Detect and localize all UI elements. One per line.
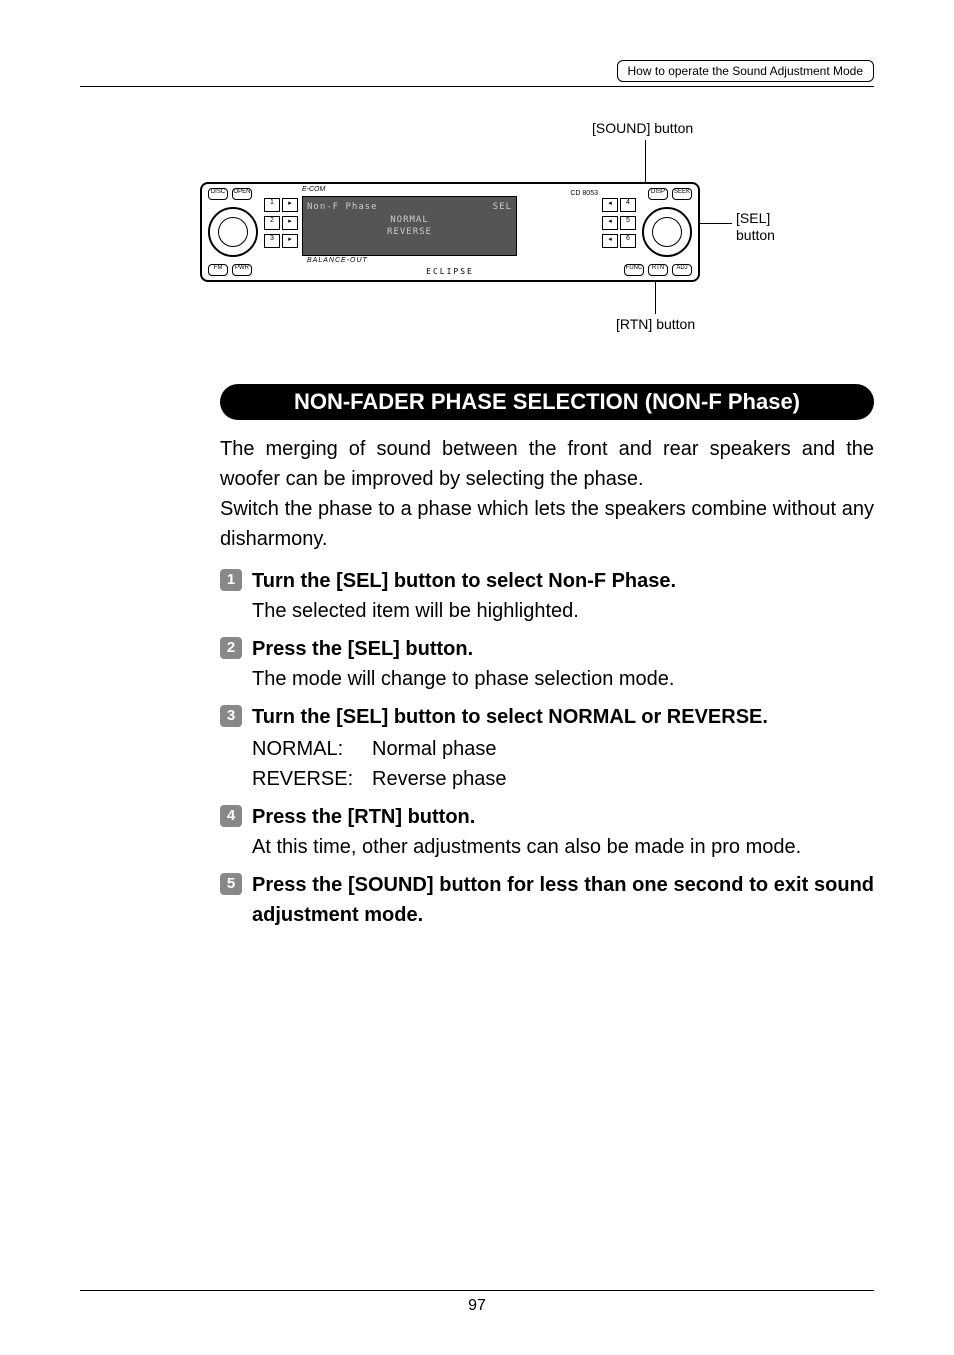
step-2-plain: The mode will change to phase selection …: [252, 668, 674, 690]
step-1: 1 Turn the [SEL] button to select Non-F …: [220, 566, 874, 626]
section-title: NON-FADER PHASE SELECTION (NON-F Phase): [220, 384, 874, 420]
footer-rule: [80, 1290, 874, 1291]
screen-line1-left: Non-F Phase: [307, 201, 378, 214]
step-1-plain: The selected item will be highlighted.: [252, 600, 579, 622]
volume-dial: [208, 207, 258, 257]
header-box: How to operate the Sound Adjustment Mode: [617, 60, 874, 82]
rtn-button-label: [RTN] button: [616, 316, 695, 332]
intro-paragraph: The merging of sound between the front a…: [220, 434, 874, 554]
step-number-icon: 2: [220, 637, 242, 659]
preset-buttons-right: ◂4 ◂5 ◂6: [602, 198, 636, 252]
step-5-bold: Press the [SOUND] button for less than o…: [252, 874, 874, 926]
sound-leader-line: [645, 140, 646, 185]
page-content: [SOUND] button DISC OPEN DISP SEEK FM PW…: [0, 0, 954, 978]
step-1-bold: Turn the [SEL] button to select Non-F Ph…: [252, 570, 676, 592]
header-rule: [80, 86, 874, 87]
reverse-key: REVERSE:: [252, 764, 372, 794]
step-number-icon: 3: [220, 705, 242, 727]
sel-dial: [642, 207, 692, 257]
rtn-leader-line: [655, 282, 656, 314]
step-4-bold: Press the [RTN] button.: [252, 806, 475, 828]
screen-line2: NORMAL: [307, 214, 512, 227]
sel-leader-line: [700, 223, 732, 224]
step-3: 3 Turn the [SEL] button to select NORMAL…: [220, 702, 874, 794]
ecom-label: E-COM: [302, 186, 325, 193]
sel-button-label: [SEL] button: [736, 210, 775, 244]
adj-button: ADJ: [672, 264, 692, 276]
step-number-icon: 5: [220, 873, 242, 895]
reverse-val: Reverse phase: [372, 764, 507, 794]
seek-button: SEEK: [672, 188, 692, 200]
normal-val: Normal phase: [372, 734, 497, 764]
normal-key: NORMAL:: [252, 734, 372, 764]
device-faceplate: DISC OPEN DISP SEEK FM PWR FUNC RTN ADJ …: [200, 182, 700, 282]
eclipse-logo: ECLIPSE: [426, 267, 474, 276]
disp-button: DISP: [648, 188, 668, 200]
page-number: 97: [0, 1297, 954, 1315]
step-number-icon: 4: [220, 805, 242, 827]
step-3-bold: Turn the [SEL] button to select NORMAL o…: [252, 706, 768, 728]
fm-button: FM: [208, 264, 228, 276]
device-screen: Non-F Phase SEL NORMAL REVERSE: [302, 196, 517, 256]
screen-line1-right: SEL: [493, 201, 512, 214]
balance-out-label: BALANCE-OUT: [307, 257, 368, 264]
sound-button-label: [SOUND] button: [592, 120, 693, 136]
step-4-plain: At this time, other adjustments can also…: [252, 836, 801, 858]
rtn-button: RTN: [648, 264, 668, 276]
step-number-icon: 1: [220, 569, 242, 591]
preset-buttons-left: 1▸ 2▸ 3▸: [264, 198, 298, 252]
func-button: FUNC: [624, 264, 644, 276]
pwr-button: PWR: [232, 264, 252, 276]
model-label: CD 8053: [570, 190, 598, 197]
device-diagram: [SOUND] button DISC OPEN DISP SEEK FM PW…: [200, 120, 874, 350]
step-5: 5 Press the [SOUND] button for less than…: [220, 870, 874, 930]
step-2: 2 Press the [SEL] button. The mode will …: [220, 634, 874, 694]
step-2-bold: Press the [SEL] button.: [252, 638, 473, 660]
step-4: 4 Press the [RTN] button. At this time, …: [220, 802, 874, 862]
open-button: OPEN: [232, 188, 252, 200]
disc-button: DISC: [208, 188, 228, 200]
screen-line3: REVERSE: [307, 226, 512, 239]
